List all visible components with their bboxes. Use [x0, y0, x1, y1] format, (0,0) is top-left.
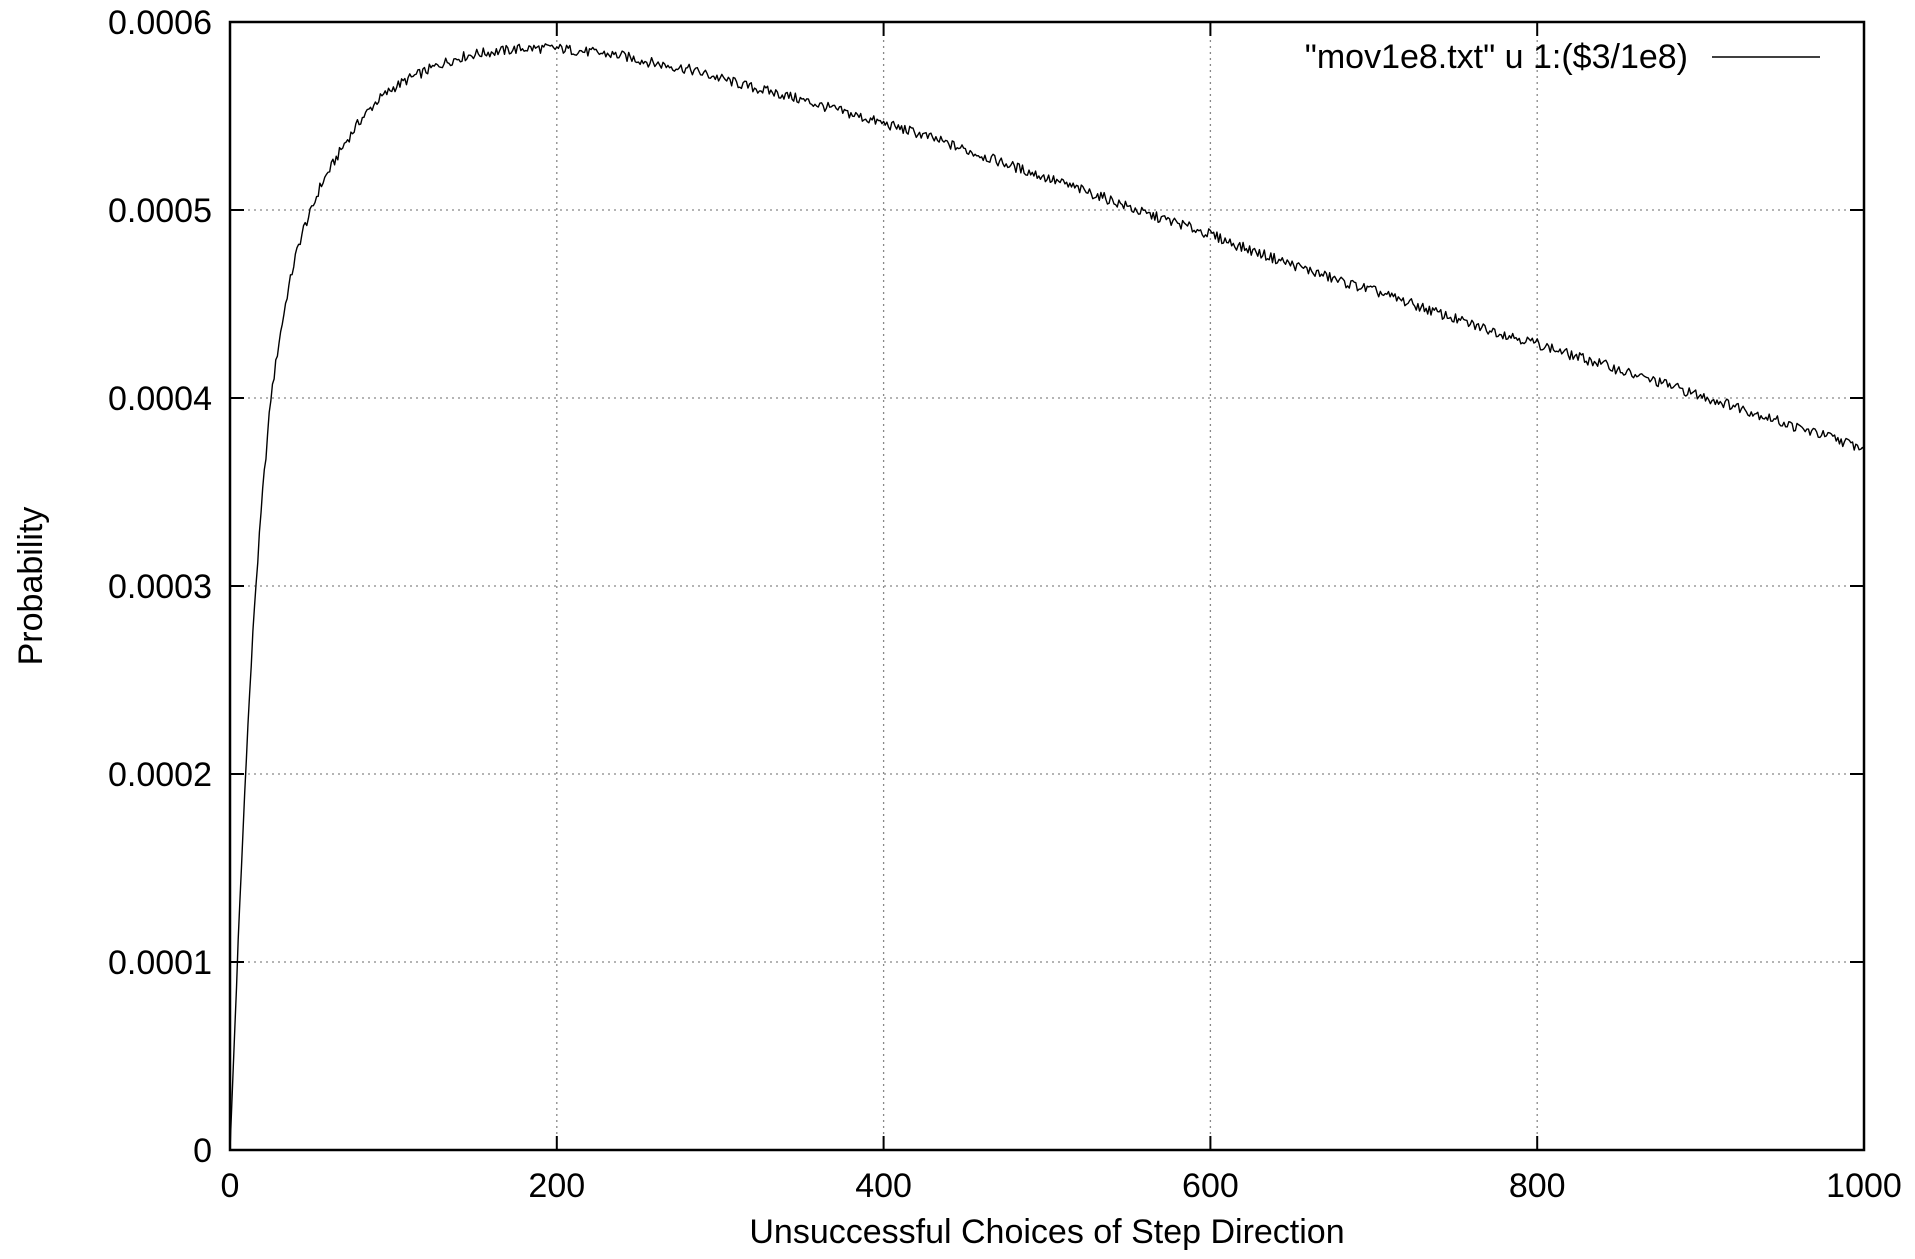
- x-tick-label: 1000: [1826, 1167, 1902, 1205]
- tick-labels: 0 200 400 600 800 1000 0 0.0001 0.0002 0.0003 0.00…: [108, 4, 1902, 1205]
- x-tick-label: 600: [1182, 1167, 1239, 1205]
- y-tick-label: 0.0001: [108, 944, 212, 982]
- x-tick-label: 400: [855, 1167, 912, 1205]
- y-tick-label: 0.0003: [108, 568, 212, 606]
- y-tick-label: 0.0005: [108, 192, 212, 230]
- y-tick-label: 0.0006: [108, 4, 212, 42]
- y-tick-label: 0: [193, 1132, 212, 1170]
- x-tick-label: 800: [1509, 1167, 1566, 1205]
- y-tick-label: 0.0002: [108, 756, 212, 794]
- plot-frame: [228, 20, 1866, 1152]
- y-axis-label: Probability: [12, 507, 50, 666]
- x-tick-label: 0: [221, 1167, 240, 1205]
- legend-label: "mov1e8.txt" u 1:($3/1e8): [1305, 38, 1688, 76]
- series-group: [229, 43, 1865, 1151]
- series-line: [229, 43, 1865, 1151]
- x-tick-label: 200: [528, 1167, 585, 1205]
- grid-lines: [230, 22, 1864, 1150]
- y-tick-label: 0.0004: [108, 380, 212, 418]
- legend: "mov1e8.txt" u 1:($3/1e8): [1305, 38, 1820, 76]
- x-axis-label: Unsuccessful Choices of Step Direction: [749, 1213, 1344, 1251]
